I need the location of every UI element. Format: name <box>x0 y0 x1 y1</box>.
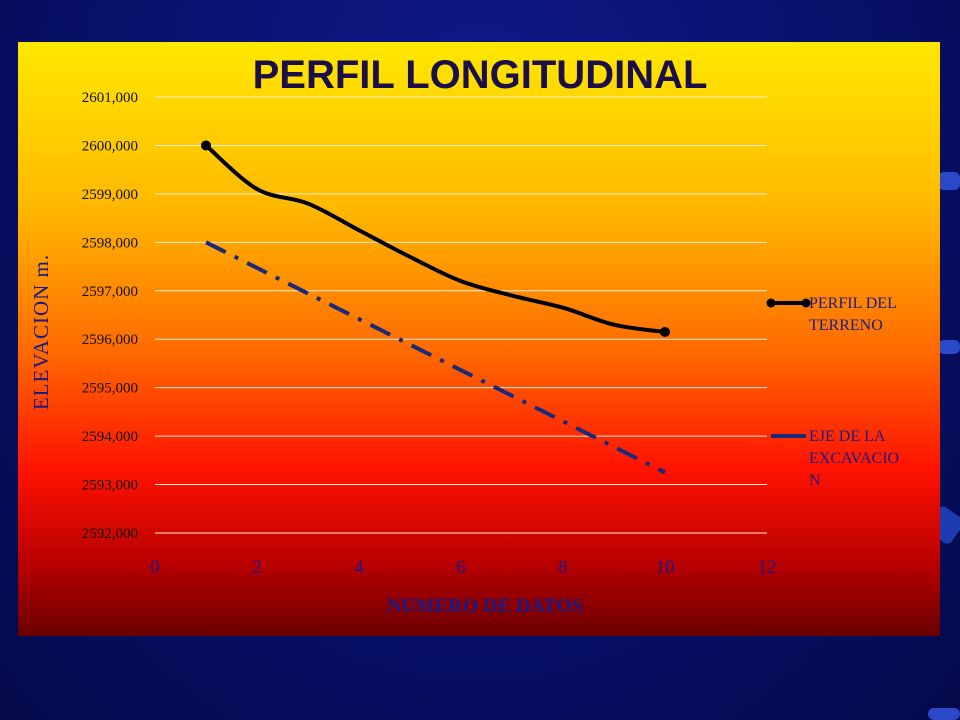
y-tick-label: 2594,000 <box>82 429 138 445</box>
legend-marker-left <box>766 298 776 308</box>
series-layer <box>201 140 670 475</box>
legend: PERFIL DEL TERRENO EJE DE LA EXCAVACIO N <box>766 295 899 489</box>
grid-layer <box>155 96 767 534</box>
y-tick-labels: 2592,000 2593,000 2594,000 2595,000 2596,000… <box>82 90 138 542</box>
y-tick-label: 2599,000 <box>82 187 138 203</box>
series-line-perfil-del-terreno <box>204 143 667 334</box>
decor-shape-right-middle <box>938 340 960 354</box>
x-tick-label: 6 <box>456 557 466 578</box>
legend-label: PERFIL DEL <box>809 295 897 312</box>
series-marker-end <box>660 326 670 337</box>
x-tick-label: 0 <box>150 557 160 578</box>
y-tick-label: 2601,000 <box>82 90 138 106</box>
y-tick-label: 2595,000 <box>82 381 138 397</box>
x-tick-labels: 0 2 4 6 8 10 12 <box>150 557 776 578</box>
x-tick-label: 12 <box>758 557 777 578</box>
y-axis-label: ELEVACION m. <box>29 254 53 410</box>
y-tick-label: 2600,000 <box>82 138 138 154</box>
legend-label: EXCAVACIO <box>809 450 899 467</box>
x-tick-label: 8 <box>558 557 568 578</box>
legend-label: N <box>809 472 821 489</box>
series-line-eje-de-la-excavacion <box>205 240 666 475</box>
y-tick-label: 2597,000 <box>82 284 138 300</box>
legend-label: TERRENO <box>809 317 883 334</box>
decor-shape-bottom-right <box>928 708 960 720</box>
x-tick-label: 2 <box>252 557 262 578</box>
x-tick-label: 10 <box>656 557 675 578</box>
y-tick-label: 2592,000 <box>82 526 138 542</box>
series-marker-start <box>201 140 211 151</box>
x-tick-label: 4 <box>354 557 364 578</box>
y-tick-label: 2596,000 <box>82 332 138 348</box>
legend-marker-right <box>801 298 811 308</box>
chart-title: PERFIL LONGITUDINAL <box>253 53 708 97</box>
decor-shape-right-upper <box>938 172 960 190</box>
x-axis-label: NUMERO DE DATOS <box>387 595 583 617</box>
y-tick-label: 2593,000 <box>82 478 138 494</box>
y-tick-label: 2598,000 <box>82 235 138 251</box>
legend-label: EJE DE LA <box>809 428 886 445</box>
